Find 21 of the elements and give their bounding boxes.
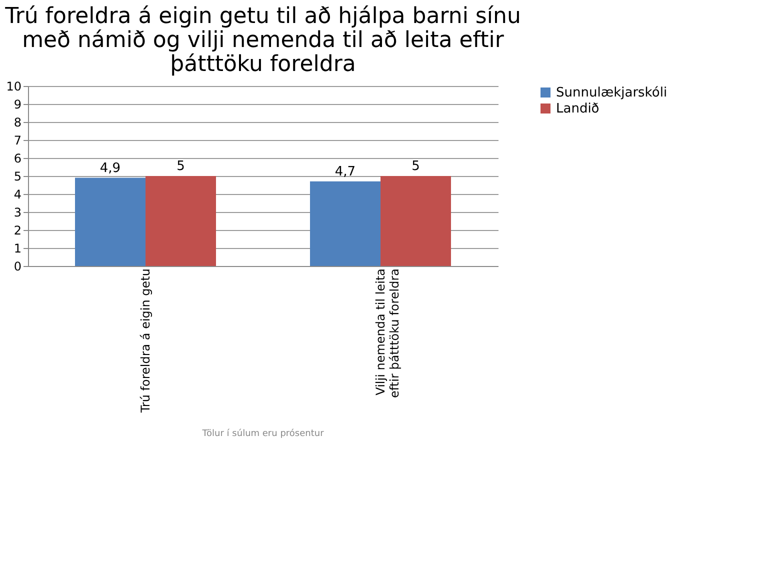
data-label: 5	[176, 159, 185, 174]
data-label: 4,9	[100, 160, 121, 176]
y-tick-label: 7	[14, 134, 22, 148]
y-tick-label: 1	[14, 242, 22, 256]
legend-label: Sunnulækjarskóli	[556, 86, 668, 100]
legend-label: Landið	[556, 102, 600, 116]
y-tick-label: 8	[14, 116, 22, 130]
y-tick-label: 9	[14, 98, 22, 112]
y-tick-label: 5	[14, 170, 22, 184]
y-tick-label: 0	[14, 260, 22, 274]
x-tick-label: Vilji nemenda til leita eftir þátttöku foreldra	[374, 268, 402, 398]
y-tick-label: 3	[14, 206, 22, 220]
data-label: 4,7	[334, 164, 356, 180]
y-tick-label: 2	[14, 224, 22, 238]
chart-title: Trú foreldra á eigin getu til að hjálpa barni sínu með námið og vilji nemenda til að leita eftir þátttöku foreldra	[4, 4, 521, 77]
y-tick-label: 10	[6, 80, 22, 94]
text: Tölur í súlum eru prósentur	[201, 428, 324, 439]
x-tick-label: Trú foreldra á eigin getu	[138, 268, 152, 414]
data-label: 5	[412, 159, 420, 174]
y-tick-label: 6	[14, 152, 22, 166]
y-tick-label: 4	[14, 188, 22, 202]
